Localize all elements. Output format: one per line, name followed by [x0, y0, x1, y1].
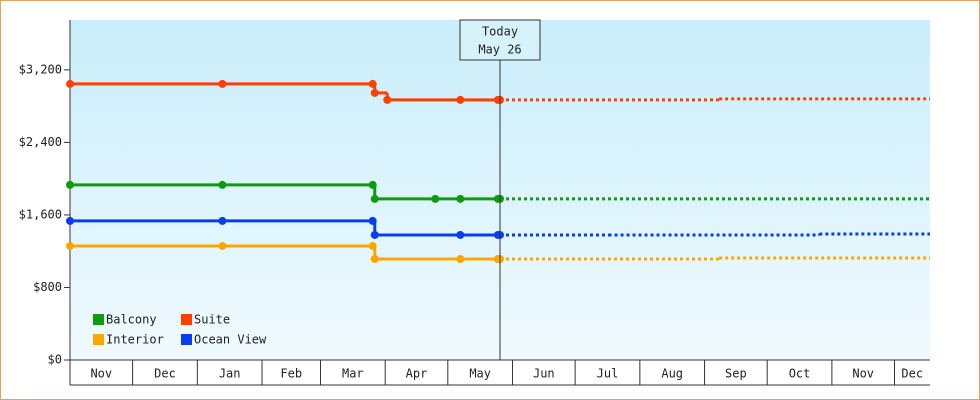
- today-date: May 26: [478, 43, 521, 57]
- point: [456, 230, 465, 239]
- x-tick-label: Dec: [154, 367, 176, 381]
- legend-swatch: [181, 314, 192, 325]
- x-tick-label: Dec: [901, 367, 923, 381]
- point: [370, 88, 379, 97]
- x-tick-label: Nov: [90, 367, 112, 381]
- point: [218, 216, 227, 225]
- x-tick-label: Oct: [789, 367, 811, 381]
- x-tick-label: Apr: [406, 367, 428, 381]
- legend-swatch: [93, 334, 104, 345]
- y-tick-label: $0: [48, 353, 62, 367]
- legend-label: Balcony: [106, 313, 157, 327]
- series: [66, 216, 930, 239]
- legend-swatch: [181, 334, 192, 345]
- point: [218, 79, 227, 88]
- series: [66, 79, 930, 104]
- point: [368, 241, 377, 250]
- x-tick-label: Jun: [533, 367, 555, 381]
- point: [370, 194, 379, 203]
- series: [66, 180, 930, 203]
- point: [456, 194, 465, 203]
- legend-label: Ocean View: [194, 333, 267, 347]
- x-tick-label: Nov: [852, 367, 874, 381]
- point: [66, 241, 74, 250]
- x-tick-label: Sep: [725, 367, 747, 381]
- point: [66, 180, 74, 189]
- legend-label: Interior: [106, 333, 164, 347]
- point: [66, 79, 74, 88]
- y-tick-label: $3,200: [19, 62, 62, 76]
- x-tick-label: Feb: [280, 367, 302, 381]
- y-tick-label: $1,600: [19, 207, 62, 221]
- point: [368, 180, 377, 189]
- x-tick-label: Aug: [661, 367, 683, 381]
- x-tick-label: Jul: [597, 367, 619, 381]
- point: [368, 216, 377, 225]
- point: [370, 254, 379, 263]
- y-tick-label: $2,400: [19, 135, 62, 149]
- today-box: [459, 19, 541, 61]
- point: [218, 241, 227, 250]
- point: [370, 230, 379, 239]
- x-tick-label: May: [469, 367, 491, 381]
- today-label: Today: [482, 25, 518, 39]
- point: [218, 180, 227, 189]
- point: [368, 79, 377, 88]
- y-tick-label: $800: [33, 280, 62, 294]
- point: [456, 254, 465, 263]
- point: [431, 194, 440, 203]
- legend: Balcony Suite Interior Ocean View: [93, 313, 267, 347]
- point: [456, 95, 465, 104]
- point: [66, 216, 74, 225]
- legend-label: Suite: [194, 313, 230, 327]
- legend-swatch: [93, 314, 104, 325]
- point: [383, 95, 392, 104]
- x-tick-label: Jan: [219, 367, 241, 381]
- x-tick-label: Mar: [342, 367, 364, 381]
